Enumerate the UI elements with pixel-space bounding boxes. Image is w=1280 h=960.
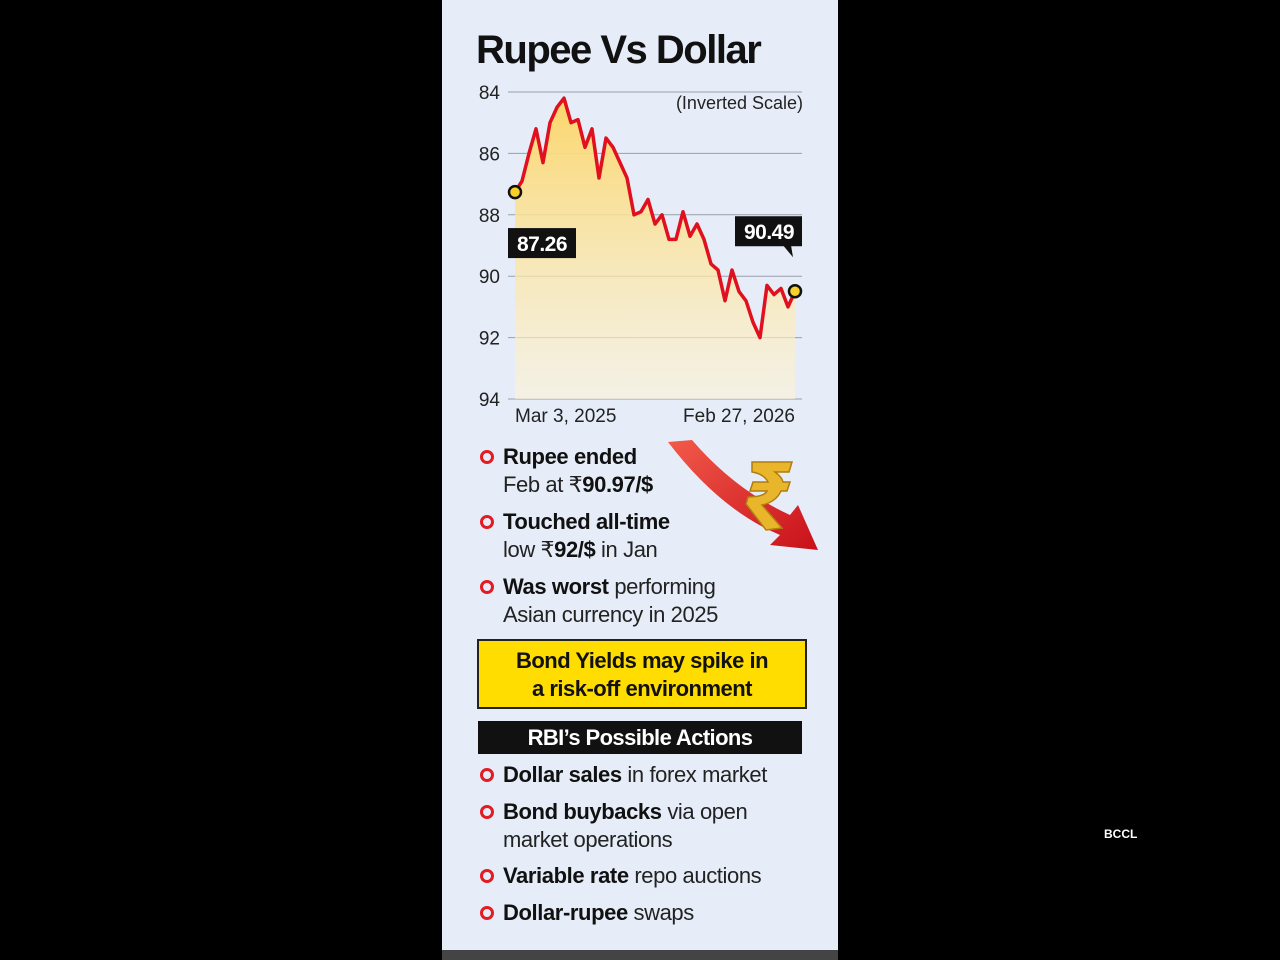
bullet-item: Dollar sales in forex market — [480, 761, 767, 789]
bullet-ring — [480, 805, 494, 819]
red-arrow — [668, 440, 818, 550]
bullet-line: Feb at ₹90.97/$ — [503, 471, 653, 499]
bullet-text: market operations — [503, 827, 673, 852]
bullet-text: low ₹ — [503, 537, 555, 562]
bullet-text: 90.97/$ — [582, 472, 653, 497]
falling-rupee-icon — [668, 440, 818, 550]
bullet-text: Touched all-time — [503, 509, 670, 534]
bullet-line: Dollar sales in forex market — [503, 761, 767, 789]
bullet-text: swaps — [627, 900, 695, 925]
bullet-line: Rupee ended — [503, 443, 653, 471]
y-tick-label: 94 — [479, 390, 501, 411]
highlight-box: Bond Yields may spike in a risk-off envir… — [477, 639, 807, 709]
bullet-text: Variable rate — [503, 863, 629, 888]
bullet-text: Bond buybacks — [503, 799, 662, 824]
highlight-line: a risk-off environment — [531, 676, 753, 701]
bullet-line: Asian currency in 2025 — [503, 601, 718, 629]
bullet-text: Feb at ₹ — [503, 472, 583, 497]
bullet-ring — [480, 906, 494, 920]
bullet-ring — [480, 869, 494, 883]
rupee-symbol — [745, 461, 794, 531]
bullet-text: Rupee ended — [503, 444, 637, 469]
bullet-text: 92/$ — [554, 537, 596, 562]
bullet-ring — [480, 450, 494, 464]
y-tick-label: 84 — [479, 83, 501, 104]
bullet-text: performing — [608, 574, 716, 599]
bullet-ring — [480, 515, 494, 529]
bullet-item: Dollar-rupee swaps — [480, 899, 694, 927]
bullet-text: in forex market — [621, 762, 767, 787]
bullet-text: Dollar sales — [503, 762, 622, 787]
bullet-line: Dollar-rupee swaps — [503, 899, 694, 927]
line — [513, 96, 797, 340]
value-label-box — [735, 216, 802, 247]
highlight-line: Bond Yields may spike in — [515, 648, 769, 673]
point-marker — [787, 283, 803, 299]
bullet-line: Bond buybacks via open — [503, 798, 748, 826]
bullet-line: Was worst performing — [503, 573, 718, 601]
bullet-line: market operations — [503, 826, 747, 854]
bottom-bar — [442, 950, 838, 960]
bullet-ring — [480, 580, 494, 594]
scale-note: (Inverted Scale) — [676, 93, 803, 113]
bullet-text: Asian currency in 2025 — [503, 602, 718, 627]
x-tick-label: Mar 3, 2025 — [515, 406, 616, 427]
chart-title: Rupee Vs Dollar — [476, 28, 762, 72]
bullet-item: Was worst performing Asian currency in 20… — [480, 573, 718, 629]
y-tick-label: 88 — [479, 206, 500, 227]
bullet-item: Bond buybacks via open market operations — [480, 798, 748, 854]
bullet-item: Touched all-time low ₹92/$ in Jan — [480, 508, 670, 564]
bullet-text: repo auctions — [628, 863, 762, 888]
y-tick-label: 86 — [479, 144, 500, 165]
bullet-ring — [480, 768, 494, 782]
y-tick-label: 90 — [479, 267, 500, 288]
bullet-item: Variable rate repo auctions — [480, 862, 762, 890]
bullet-item: Rupee ended Feb at ₹90.97/$ — [480, 443, 653, 499]
area — [515, 98, 795, 399]
value-label-pointer — [783, 245, 793, 258]
bullet-line: low ₹92/$ in Jan — [503, 536, 670, 564]
credit: BCCL — [1104, 827, 1138, 841]
bullet-text: Dollar-rupee — [503, 900, 628, 925]
bullet-line: Touched all-time — [503, 508, 670, 536]
bullet-line: Variable rate repo auctions — [503, 862, 762, 890]
bullet-text: via open — [661, 799, 748, 824]
value-label-box — [508, 228, 576, 259]
point-marker — [507, 184, 523, 200]
bullet-text: Was worst — [503, 574, 609, 599]
value-label: 87.26 — [517, 233, 567, 256]
section-header: RBI’s Possible Actions — [478, 721, 802, 754]
y-tick-label: 92 — [479, 329, 500, 350]
x-tick-label: Feb 27, 2026 — [683, 406, 795, 427]
bullet-text: in Jan — [595, 537, 658, 562]
value-label: 90.49 — [744, 221, 794, 244]
